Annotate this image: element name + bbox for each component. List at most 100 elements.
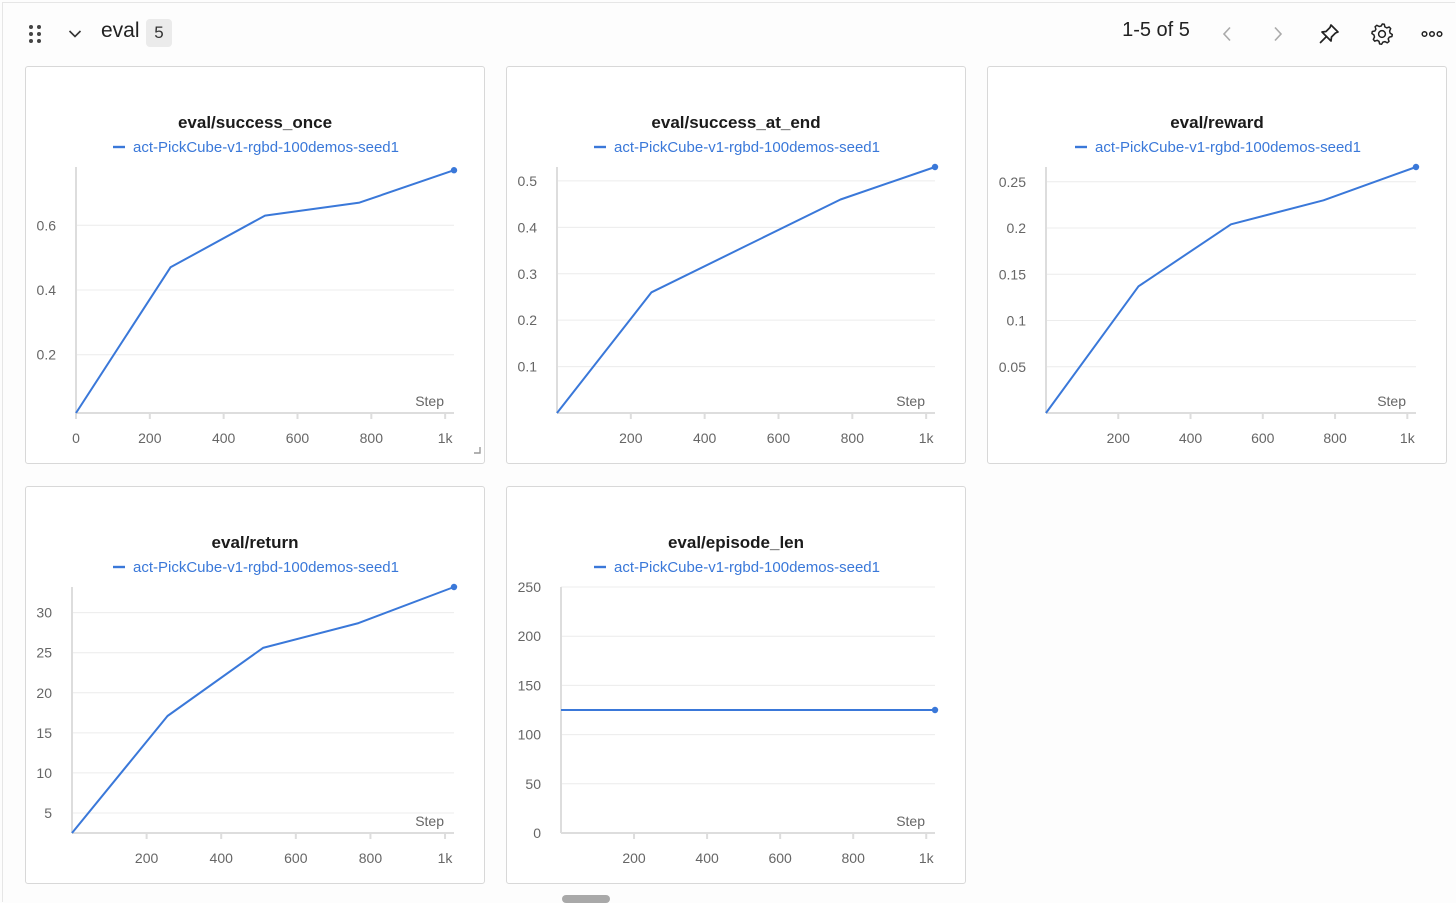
legend-label: act-PickCube-v1-rgbd-100demos-seed1 <box>133 139 399 156</box>
legend-item[interactable]: act-PickCube-v1-rgbd-100demos-seed1 <box>113 559 399 576</box>
y-tick-label: 0.2 <box>37 347 57 363</box>
y-tick-label: 0.4 <box>518 219 538 235</box>
x-tick-label: 400 <box>695 850 719 866</box>
x-tick-label: 200 <box>619 430 643 446</box>
x-tick-label: 600 <box>284 850 308 866</box>
x-tick-label: 1k <box>438 850 454 866</box>
gear-icon[interactable] <box>1364 16 1400 52</box>
x-tick-label: 800 <box>841 430 865 446</box>
x-tick-label: 200 <box>135 850 159 866</box>
legend-item[interactable]: act-PickCube-v1-rgbd-100demos-seed1 <box>594 559 880 576</box>
x-tick-label: 200 <box>622 850 646 866</box>
chart-panel-reward[interactable]: eval/reward act-PickCube-v1-rgbd-100demos… <box>987 66 1447 464</box>
x-tick-label: 400 <box>1179 430 1203 446</box>
series-line[interactable] <box>71 586 455 834</box>
y-tick-label: 5 <box>44 805 52 821</box>
pin-icon[interactable] <box>1311 16 1347 52</box>
x-tick-label: 0 <box>72 430 80 446</box>
y-tick-label: 0.3 <box>518 266 538 282</box>
chart-svg: eval/return act-PickCube-v1-rgbd-100demos… <box>36 533 458 866</box>
series-line[interactable] <box>75 169 455 414</box>
chart-panel-success-once[interactable]: eval/success_once act-PickCube-v1-rgbd-10… <box>25 66 485 464</box>
series-end-point[interactable] <box>450 167 458 174</box>
x-tick-label: 600 <box>767 430 791 446</box>
y-tick-label: 25 <box>36 645 52 661</box>
series-end-point[interactable] <box>931 163 939 171</box>
x-tick-label: 1k <box>919 850 935 866</box>
series-line[interactable] <box>1045 166 1417 414</box>
x-tick-label: 800 <box>842 850 866 866</box>
chevron-down-icon[interactable] <box>62 20 88 48</box>
chart-svg: eval/episode_len act-PickCube-v1-rgbd-100… <box>518 533 939 866</box>
series-line[interactable] <box>556 166 936 414</box>
y-tick-label: 0.4 <box>37 282 57 298</box>
chart-title: eval/episode_len <box>668 533 804 552</box>
pagination-label: 1-5 of 5 <box>1122 19 1190 41</box>
drag-handle-icon[interactable] <box>22 20 48 48</box>
legend-label: act-PickCube-v1-rgbd-100demos-seed1 <box>614 559 880 576</box>
y-tick-label: 15 <box>36 725 52 741</box>
section-title[interactable]: eval <box>101 19 140 42</box>
y-tick-label: 0.05 <box>999 359 1026 375</box>
x-tick-label: 600 <box>286 430 310 446</box>
chart-svg: eval/success_once act-PickCube-v1-rgbd-10… <box>37 113 481 454</box>
chart-title: eval/success_at_end <box>651 113 820 132</box>
x-tick-label: 400 <box>210 850 234 866</box>
x-axis-label: Step <box>896 813 925 829</box>
x-tick-label: 400 <box>212 430 236 446</box>
chart-svg: eval/reward act-PickCube-v1-rgbd-100demos… <box>999 113 1420 446</box>
chevron-left-icon[interactable] <box>1209 16 1245 52</box>
legend-item[interactable]: act-PickCube-v1-rgbd-100demos-seed1 <box>113 139 399 156</box>
x-tick-label: 1k <box>919 430 935 446</box>
y-tick-label: 50 <box>525 776 541 792</box>
y-tick-label: 20 <box>36 685 52 701</box>
section-count-badge: 5 <box>146 19 172 47</box>
chevron-right-icon[interactable] <box>1260 16 1296 52</box>
y-tick-label: 250 <box>518 579 542 595</box>
y-tick-label: 0.2 <box>518 312 538 328</box>
y-tick-label: 30 <box>36 605 52 621</box>
series-end-point[interactable] <box>931 706 939 714</box>
x-tick-label: 1k <box>1400 430 1416 446</box>
y-tick-label: 0.15 <box>999 266 1026 282</box>
more-horizontal-icon[interactable] <box>1414 16 1450 52</box>
y-tick-label: 150 <box>518 677 542 693</box>
x-tick-label: 1k <box>438 430 454 446</box>
y-tick-label: 0.5 <box>518 173 538 189</box>
y-tick-label: 0.25 <box>999 174 1026 190</box>
y-tick-label: 0.2 <box>1007 220 1027 236</box>
chart-panel-return[interactable]: eval/return act-PickCube-v1-rgbd-100demos… <box>25 486 485 884</box>
y-tick-label: 10 <box>36 765 52 781</box>
x-tick-label: 200 <box>1107 430 1131 446</box>
x-tick-label: 600 <box>1251 430 1275 446</box>
chart-panel-episode-len[interactable]: eval/episode_len act-PickCube-v1-rgbd-100… <box>506 486 966 884</box>
chart-title: eval/reward <box>1170 113 1264 132</box>
y-tick-label: 100 <box>518 727 542 743</box>
series-end-point[interactable] <box>1412 163 1420 171</box>
x-tick-label: 800 <box>359 850 383 866</box>
y-tick-label: 0 <box>533 825 541 841</box>
y-tick-label: 0.1 <box>1007 313 1027 329</box>
chart-panel-success-at-end[interactable]: eval/success_at_end act-PickCube-v1-rgbd-… <box>506 66 966 464</box>
y-tick-label: 200 <box>518 628 542 644</box>
chart-title: eval/return <box>212 533 299 552</box>
x-axis-label: Step <box>896 393 925 409</box>
series-end-point[interactable] <box>450 583 458 591</box>
legend-item[interactable]: act-PickCube-v1-rgbd-100demos-seed1 <box>594 139 880 156</box>
legend-item[interactable]: act-PickCube-v1-rgbd-100demos-seed1 <box>1075 139 1361 156</box>
x-tick-label: 800 <box>1323 430 1347 446</box>
horizontal-scrollbar[interactable] <box>562 895 610 903</box>
x-axis-label: Step <box>415 393 444 409</box>
legend-label: act-PickCube-v1-rgbd-100demos-seed1 <box>614 139 880 156</box>
x-tick-label: 800 <box>360 430 384 446</box>
x-tick-label: 400 <box>693 430 717 446</box>
x-axis-label: Step <box>1377 393 1406 409</box>
y-tick-label: 0.1 <box>518 359 538 375</box>
legend-label: act-PickCube-v1-rgbd-100demos-seed1 <box>133 559 399 576</box>
x-tick-label: 200 <box>138 430 162 446</box>
legend-label: act-PickCube-v1-rgbd-100demos-seed1 <box>1095 139 1361 156</box>
chart-svg: eval/success_at_end act-PickCube-v1-rgbd-… <box>518 113 939 446</box>
section-header: eval 5 1-5 of 5 <box>0 0 1456 64</box>
resize-handle-icon[interactable] <box>474 447 481 454</box>
chart-title: eval/success_once <box>178 113 332 132</box>
